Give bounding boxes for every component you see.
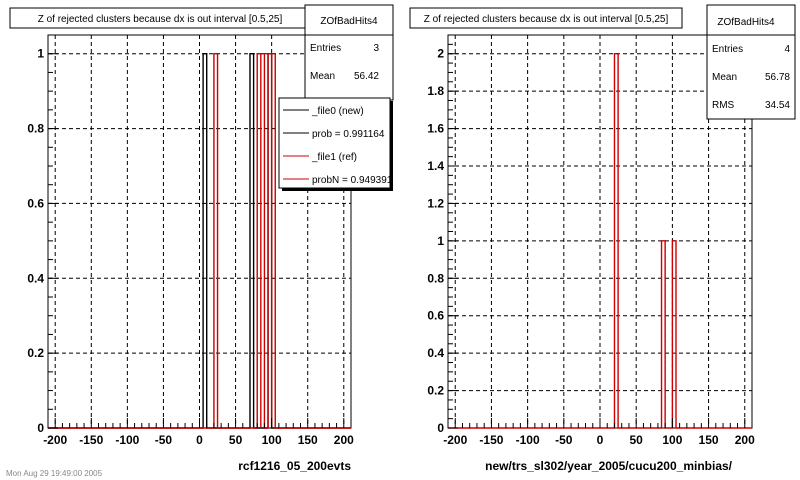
panel-right: Z of rejected clusters because dx is out… [409, 4, 796, 473]
y-tick-label: 1.2 [427, 196, 444, 210]
x-tick-label: -50 [555, 433, 573, 447]
y-tick-label: 1.8 [427, 84, 444, 98]
y-tick-label: 0.8 [27, 122, 44, 136]
x-tick-label: -200 [43, 433, 67, 447]
x-tick-label: 200 [735, 433, 755, 447]
y-tick-label: 1 [37, 47, 44, 61]
x-tick-label: 100 [262, 433, 282, 447]
x-tick-label: 50 [630, 433, 644, 447]
legend-label-probn: probN = 0.949391 [312, 175, 393, 186]
stats-label-entries-right: Entries [712, 44, 743, 55]
stats-label-rms-right: RMS [712, 100, 735, 111]
grid-right [448, 35, 752, 428]
x-tick-label: 200 [334, 433, 354, 447]
stats-box-left: ZOfBadHits4 Entries 3 Mean 56.42 [304, 4, 394, 101]
histogram-series [448, 53, 752, 429]
panel-left: Z of rejected clusters because dx is out… [9, 4, 394, 473]
bars-right [448, 53, 752, 429]
ticks-left: -200 -150 -100 -50 0 50 100 150 200 0 0.2 0.4 0.6 0.8… [27, 34, 354, 447]
y-tick-label: 0 [437, 421, 444, 435]
stats-value-entries-right: 4 [784, 44, 790, 55]
x-tick-label: 100 [662, 433, 682, 447]
chart-title-left: Z of rejected clusters because dx is out… [38, 14, 283, 25]
x-tick-label: -150 [79, 433, 103, 447]
footer-timestamp: Mon Aug 29 19:49:00 2005 [6, 469, 103, 478]
x-tick-label: -100 [115, 433, 139, 447]
legend-label-file0: _file0 (new) [311, 106, 364, 117]
stats-label-mean-left: Mean [310, 71, 335, 82]
legend-left: _file0 (new) prob = 0.991164 _file1 (ref… [278, 97, 393, 191]
y-tick-label: 0.6 [27, 196, 44, 210]
y-tick-label: 0.4 [27, 271, 44, 285]
x-tick-label: 150 [699, 433, 719, 447]
stats-box-right: ZOfBadHits4 Entries 4 Mean 56.78 RMS 34.… [706, 4, 796, 120]
x-tick-label: -100 [516, 433, 540, 447]
y-tick-label: 0.6 [427, 309, 444, 323]
y-tick-label: 1 [437, 234, 444, 248]
bars-left [48, 53, 351, 429]
y-tick-label: 0.2 [427, 384, 444, 398]
y-tick-label: 0.4 [427, 346, 444, 360]
stats-name-left: ZOfBadHits4 [320, 16, 378, 27]
stats-value-mean-right: 56.78 [765, 72, 790, 83]
title-box-right [409, 7, 683, 29]
stats-value-rms-right: 34.54 [765, 100, 790, 111]
y-tick-label: 2 [437, 47, 444, 61]
stats-name-right: ZOfBadHits4 [717, 17, 775, 28]
y-tick-label: 1.6 [427, 122, 444, 136]
x-tick-label: -200 [443, 433, 467, 447]
chart-title-right: Z of rejected clusters because dx is out… [424, 14, 669, 25]
y-tick-label: 0.2 [27, 346, 44, 360]
histogram-series [48, 53, 351, 429]
x-tick-label: 0 [597, 433, 604, 447]
stats-value-entries-left: 3 [373, 43, 379, 54]
x-tick-label: 0 [196, 433, 203, 447]
y-tick-label: 1.4 [427, 159, 444, 173]
stats-label-mean-right: Mean [712, 72, 737, 83]
x-tick-label: -150 [479, 433, 503, 447]
y-tick-label: 0 [37, 421, 44, 435]
x-tick-label: 150 [298, 433, 318, 447]
x-tick-label: 50 [229, 433, 243, 447]
y-tick-label: 0.8 [427, 271, 444, 285]
x-tick-label: -50 [155, 433, 173, 447]
ticks-right: -200 -150 -100 -50 0 50 100 150 200 0 0.2 0.4 0.6 0.8… [427, 34, 755, 447]
x-axis-title-right: new/trs_sl302/year_2005/cucu200_minbias/ [485, 459, 732, 473]
legend-label-file1: _file1 (ref) [311, 152, 357, 163]
x-axis-title-left: rcf1216_05_200evts [238, 459, 351, 473]
stats-value-mean-left: 56.42 [354, 71, 379, 82]
legend-label-prob: prob = 0.991164 [312, 129, 385, 140]
stats-label-entries-left: Entries [310, 43, 341, 54]
